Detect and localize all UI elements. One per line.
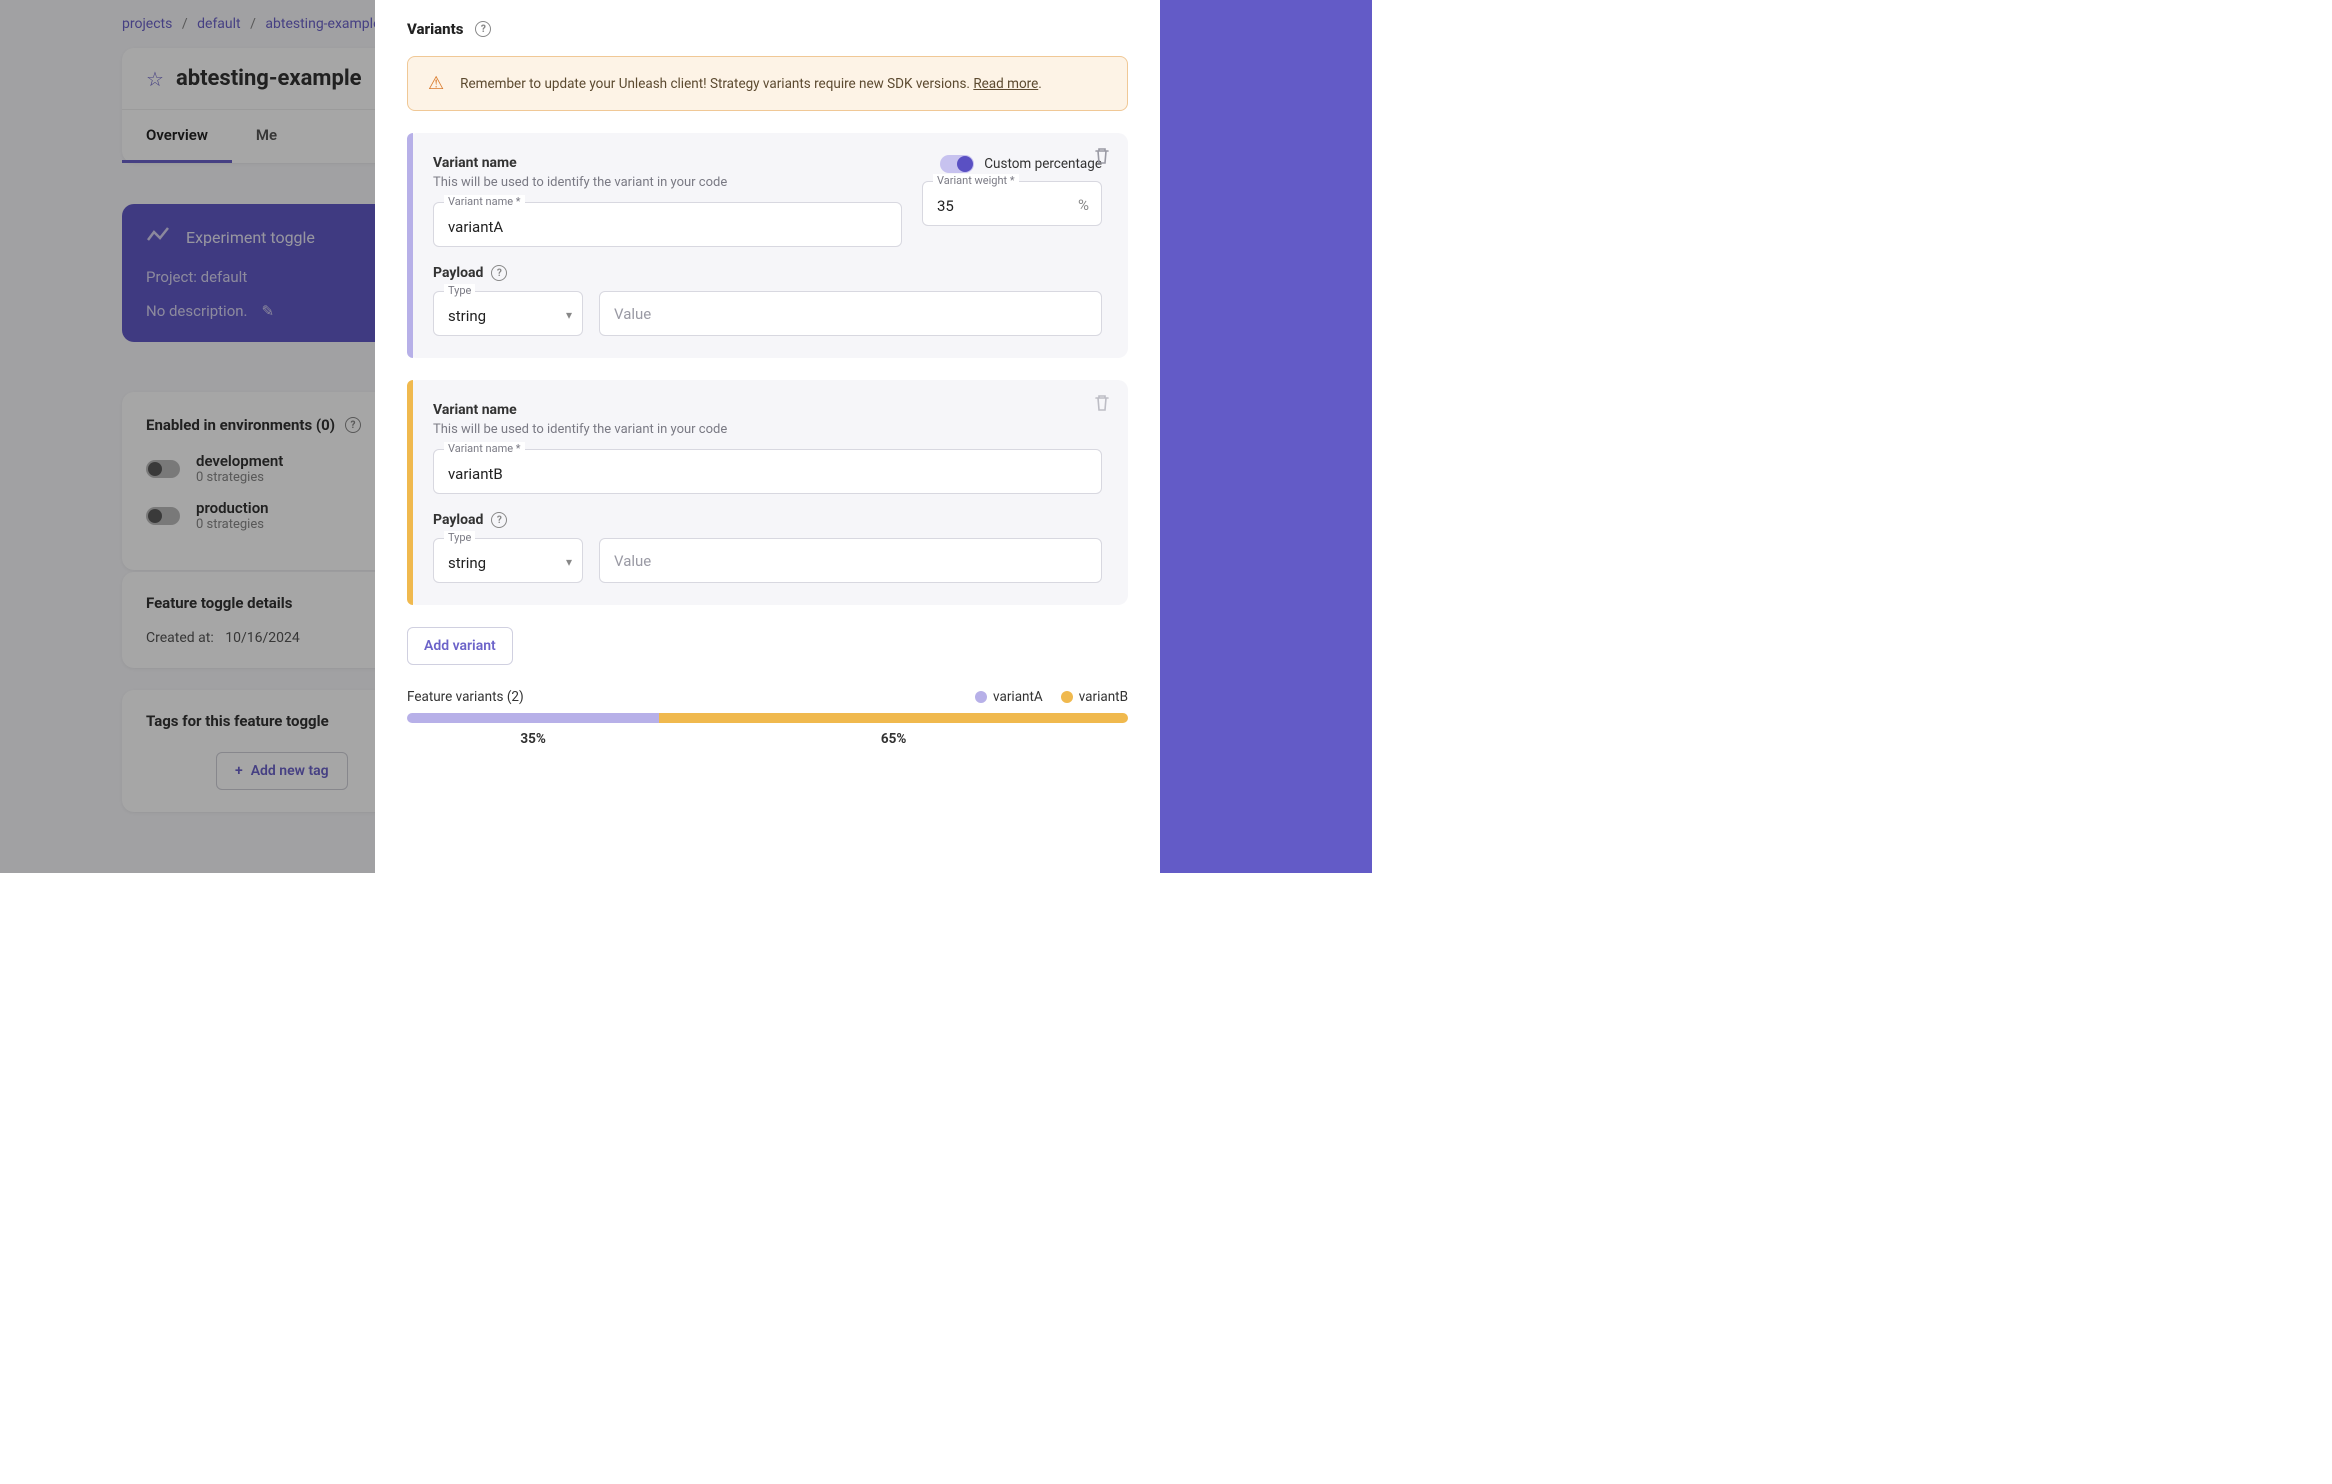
variant-card-a: Variant name This will be used to identi… (407, 133, 1128, 358)
variant-a-name-field[interactable]: Variant name * (433, 202, 902, 247)
custom-percentage-label: Custom percentage (984, 156, 1102, 172)
add-tag-label: Add new tag (251, 763, 329, 779)
variants-panel: Variants ? ⚠ Remember to update your Unl… (375, 0, 1160, 873)
purple-backdrop (1160, 0, 1372, 873)
variant-a-type-value: string (448, 307, 486, 325)
help-icon[interactable]: ? (475, 21, 491, 37)
breadcrumb-projects[interactable]: projects (122, 16, 172, 32)
payload-heading: Payload (433, 512, 483, 528)
breadcrumb-feature[interactable]: abtesting-example (265, 16, 380, 32)
percent-symbol: % (1078, 196, 1089, 214)
variant-name-sub: This will be used to identify the varian… (433, 175, 902, 190)
star-icon[interactable]: ☆ (146, 67, 164, 91)
variant-name-label: Variant name * (444, 442, 525, 455)
bar-segment-a (407, 713, 659, 723)
variants-title: Variants (407, 20, 463, 38)
variant-a-name-input[interactable] (448, 218, 887, 236)
variant-a-value-input[interactable] (614, 305, 1087, 323)
variant-a-weight-field[interactable]: Variant weight * % (922, 181, 1102, 226)
custom-percentage-toggle[interactable] (940, 155, 974, 173)
env-dev-sub: 0 strategies (196, 470, 283, 485)
variant-b-value-field[interactable] (599, 538, 1102, 583)
type-label: Type (444, 284, 475, 297)
help-icon[interactable]: ? (491, 512, 507, 528)
edit-icon[interactable]: ✎ (261, 302, 274, 320)
bar-segment-b (659, 713, 1128, 723)
delete-variant-a-icon[interactable] (1094, 147, 1110, 170)
variant-a-weight-input[interactable] (937, 197, 1087, 215)
env-dev-toggle[interactable] (146, 460, 180, 478)
env-dev-name: development (196, 452, 283, 470)
variant-b-name-field[interactable]: Variant name * (433, 449, 1102, 494)
variant-b-type-select[interactable]: Type string ▾ (433, 538, 583, 583)
variant-b-type-value: string (448, 554, 486, 572)
tab-metrics[interactable]: Me (232, 110, 301, 163)
env-prod-toggle[interactable] (146, 507, 180, 525)
feature-variants-count: Feature variants (2) (407, 689, 524, 705)
pct-a: 35% (407, 731, 659, 747)
env-title: Enabled in environments (0) (146, 416, 335, 434)
payload-heading: Payload (433, 265, 483, 281)
warning-icon: ⚠ (428, 73, 444, 94)
no-description-text: No description. (146, 302, 247, 320)
breadcrumb-default[interactable]: default (197, 16, 241, 32)
variant-a-value-field[interactable] (599, 291, 1102, 336)
variant-b-name-input[interactable] (448, 465, 1087, 483)
created-at-label: Created at: (146, 630, 214, 646)
legend-dot-a (975, 691, 987, 703)
distribution-bar (407, 713, 1128, 723)
feature-title: abtesting-example (176, 66, 362, 91)
env-prod-name: production (196, 499, 269, 517)
delete-variant-b-icon[interactable] (1094, 394, 1110, 417)
variant-name-label: Variant name * (444, 195, 525, 208)
variant-b-value-input[interactable] (614, 552, 1087, 570)
created-at-value: 10/16/2024 (225, 630, 300, 646)
experiment-label: Experiment toggle (186, 228, 315, 247)
variant-name-heading: Variant name (433, 155, 902, 171)
read-more-link[interactable]: Read more (973, 76, 1038, 92)
variant-name-heading: Variant name (433, 402, 1102, 418)
legend-b-label: variantB (1079, 689, 1128, 705)
type-label: Type (444, 531, 475, 544)
breadcrumb: projects / default / abtesting-example (122, 16, 381, 32)
chevron-down-icon: ▾ (566, 555, 572, 569)
chevron-down-icon: ▾ (566, 308, 572, 322)
add-variant-button[interactable]: Add variant (407, 627, 513, 665)
pct-b: 65% (659, 731, 1128, 747)
variant-card-b: Variant name This will be used to identi… (407, 380, 1128, 605)
legend-a-label: variantA (993, 689, 1043, 705)
variant-weight-label: Variant weight * (933, 174, 1019, 187)
help-icon[interactable]: ? (345, 417, 361, 433)
tab-overview[interactable]: Overview (122, 110, 232, 163)
sdk-alert: ⚠ Remember to update your Unleash client… (407, 56, 1128, 111)
plus-icon: + (235, 763, 243, 779)
experiment-icon (146, 226, 170, 248)
add-tag-button[interactable]: + Add new tag (216, 752, 348, 790)
legend-dot-b (1061, 691, 1073, 703)
alert-text: Remember to update your Unleash client! … (460, 76, 973, 92)
help-icon[interactable]: ? (491, 265, 507, 281)
variants-legend: variantA variantB (975, 689, 1128, 705)
env-prod-sub: 0 strategies (196, 517, 269, 532)
variant-a-type-select[interactable]: Type string ▾ (433, 291, 583, 336)
variant-name-sub: This will be used to identify the varian… (433, 422, 1102, 437)
